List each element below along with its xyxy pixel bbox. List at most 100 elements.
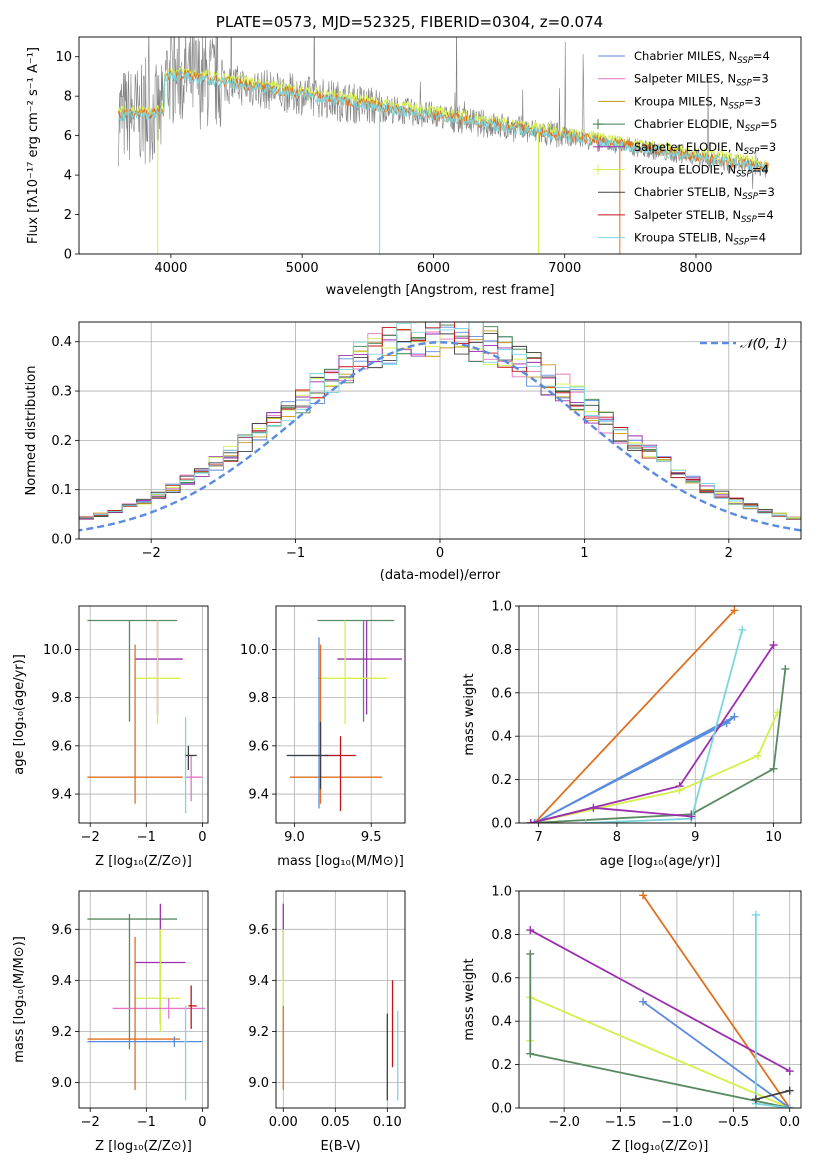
weight-line	[530, 711, 779, 823]
y-tick-label: 9.2	[248, 1025, 269, 1040]
y-tick-label: 9.8	[51, 691, 72, 706]
legend-entry: Chabrier STELIB, NSSP=3	[598, 185, 775, 202]
legend-value: =3	[744, 94, 761, 108]
y-tick-label: 9.6	[248, 923, 269, 938]
age-vs-mass-panel: 9.0 9.5 9.4 9.6 9.8 10.0	[240, 605, 406, 845]
y-tick-label: 9.6	[248, 739, 269, 754]
legend-value: =4	[752, 163, 769, 177]
gaussian-curve	[79, 341, 801, 532]
y-tick-label: 0.3	[51, 385, 72, 400]
x-tick-label: −2	[81, 1115, 100, 1130]
y-tick-label: 0.2	[491, 773, 512, 788]
x-tick-label: 5000	[286, 261, 319, 276]
x-tick-label: 9.0	[284, 830, 305, 845]
weight-line	[530, 668, 787, 823]
y-axis-label: Flux [fλ10⁻¹⁷ erg cm⁻² s⁻¹ A⁻¹]	[26, 47, 41, 244]
legend-label: Salpeter STELIB, NSSP=4	[634, 208, 774, 225]
legend-value: =5	[760, 117, 777, 131]
legend-value: =3	[758, 185, 775, 199]
legend-entry: Salpeter STELIB, NSSP=4	[598, 208, 774, 225]
y-tick-label: 0	[64, 248, 72, 263]
x-axis-label: wavelength [Angstrom, rest frame]	[326, 283, 555, 298]
y-tick-label: 9.0	[51, 1076, 72, 1091]
figure-title: PLATE=0573, MJD=52325, FIBERID=0304, z=0…	[215, 13, 604, 31]
y-tick-label: 4	[64, 169, 72, 184]
y-tick-label: 9.6	[51, 923, 72, 938]
x-tick-label: −2	[81, 830, 100, 845]
x-tick-label: −0.5	[718, 1115, 750, 1130]
y-tick-label: 0.4	[51, 335, 72, 350]
x-tick-label: 0.10	[373, 1115, 402, 1130]
y-tick-label: 0.6	[491, 971, 512, 986]
legend-label: Chabrier STELIB, NSSP=3	[634, 185, 775, 202]
y-tick-label: 9.4	[51, 788, 72, 803]
weight-line	[755, 1089, 790, 1101]
x-tick-label: 7000	[548, 261, 581, 276]
weight-line	[534, 609, 736, 823]
legend-label: Kroupa STELIB, NSSP=4	[634, 231, 766, 248]
weight-line	[642, 894, 791, 1108]
y-axis-label: Normed distribution	[24, 366, 39, 496]
legend-subscript: SSP	[737, 56, 753, 66]
legend-subscript: SSP	[736, 170, 752, 180]
legend-entry: Kroupa MILES, NSSP=3	[598, 94, 761, 111]
x-tick-label: 8	[613, 830, 621, 845]
x-tick-label: 0	[198, 1115, 206, 1130]
legend-subscript: SSP	[745, 124, 761, 134]
weight-line	[754, 914, 790, 1108]
plot-area	[87, 619, 203, 814]
plot-area	[79, 322, 801, 532]
axes-frame	[78, 890, 209, 1109]
legend-value: =4	[749, 231, 766, 245]
plot-area	[286, 619, 402, 811]
axes-frame	[275, 890, 406, 1109]
x-tick-label: 2	[725, 546, 733, 561]
weight-line	[534, 715, 735, 823]
x-tick-label: 9	[691, 830, 699, 845]
axes-frame	[78, 605, 209, 824]
y-tick-label: 9.4	[248, 974, 269, 989]
plot-area	[87, 903, 206, 1101]
axes-frame	[275, 605, 406, 824]
y-tick-label: 0.8	[491, 928, 512, 943]
x-axis-label: age [log₁₀(age/yr)]	[600, 854, 721, 869]
y-tick-label: 9.0	[248, 1076, 269, 1091]
y-tick-label: 0.0	[491, 817, 512, 832]
y-tick-label: 0.2	[51, 434, 72, 449]
y-tick-label: 0.8	[491, 643, 512, 658]
legend: Chabrier MILES, NSSP=4 Salpeter MILES, NS…	[593, 49, 777, 248]
model-spectrum	[117, 71, 769, 174]
plot-area	[526, 606, 790, 823]
y-tick-label: 0.4	[491, 1015, 512, 1030]
x-tick-label: 8000	[679, 261, 712, 276]
x-axis-label: Z [log₁₀(Z/Z⊙)]	[95, 854, 192, 869]
y-tick-label: 10	[55, 50, 72, 65]
x-tick-label: −1	[286, 546, 305, 561]
x-tick-label: −2.0	[548, 1115, 580, 1130]
plot-area	[526, 891, 794, 1108]
y-axis-label: mass [log₁₀(M/M⊙)]	[12, 936, 27, 1063]
legend-subscript: SSP	[734, 238, 750, 248]
y-tick-label: 6	[64, 129, 72, 144]
x-axis-label: Z [log₁₀(Z/Z⊙)]	[612, 1139, 709, 1154]
y-tick-label: 1.0	[491, 885, 512, 900]
legend-entry: Salpeter ELODIE, NSSP=3	[593, 140, 776, 157]
legend-subscript: SSP	[741, 215, 757, 225]
legend-value: =3	[759, 140, 776, 154]
legend-value: =3	[752, 72, 769, 86]
axes-frame	[518, 890, 802, 1109]
y-tick-label: 0.0	[491, 1102, 512, 1117]
y-tick-label: 0.0	[51, 533, 72, 548]
legend-value: =4	[753, 49, 770, 63]
residuals-panel: −2 −1 0 1 2 0.0 0.1 0.2 0.3 0.4	[51, 321, 802, 561]
y-tick-label: 9.8	[248, 691, 269, 706]
y-tick-label: 9.6	[51, 739, 72, 754]
weight-vs-age-panel: 7 8 9 10 0.0 0.2 0.4 0.6 0.8 1.0	[491, 600, 802, 845]
y-axis-label: mass weight	[462, 673, 477, 755]
legend-entry: Kroupa ELODIE, NSSP=4	[593, 163, 769, 180]
weight-line	[529, 953, 790, 1108]
legend-subscript: SSP	[729, 101, 745, 111]
age-vs-z-panel: −2 −1 0 9.4 9.6 9.8 10.0	[43, 605, 209, 845]
y-tick-label: 10.0	[43, 643, 72, 658]
